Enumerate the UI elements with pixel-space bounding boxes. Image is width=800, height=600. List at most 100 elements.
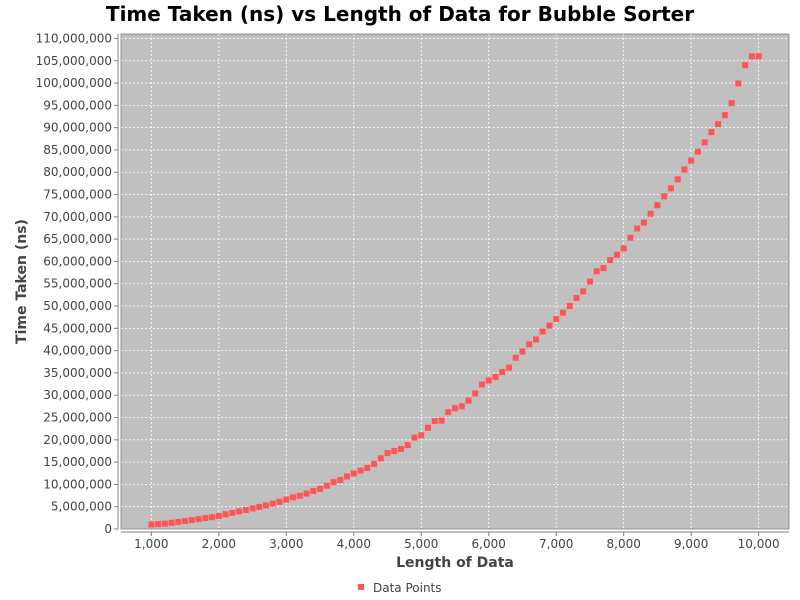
x-tick-label: 6,000	[472, 537, 506, 551]
y-tick-label: 90,000,000	[43, 121, 112, 135]
data-point	[431, 418, 438, 425]
data-point	[478, 381, 485, 388]
x-tick-label: 5,000	[404, 537, 438, 551]
data-point	[721, 112, 728, 119]
data-point	[445, 409, 452, 416]
data-point	[715, 121, 722, 128]
data-point	[411, 434, 418, 441]
axes	[114, 33, 790, 536]
data-point	[168, 519, 175, 526]
tick-labels: 1,000 2,000 3,000 4,000 5,000 6,000 7,000 8,000…	[36, 31, 780, 551]
data-point	[492, 373, 499, 380]
data-point	[182, 517, 189, 524]
data-point	[290, 494, 297, 501]
data-point	[654, 202, 661, 209]
data-point	[249, 505, 256, 512]
y-tick-label: 85,000,000	[43, 143, 112, 157]
data-point	[269, 500, 276, 507]
data-point	[580, 288, 587, 295]
data-point	[485, 377, 492, 384]
data-point	[755, 53, 762, 60]
data-point	[573, 295, 580, 301]
data-point	[215, 513, 222, 520]
x-axis-title: Length of Data	[396, 555, 514, 571]
y-tick-label: 35,000,000	[43, 366, 112, 380]
data-point	[330, 479, 337, 486]
y-tick-label: 80,000,000	[43, 165, 112, 179]
data-point	[688, 157, 695, 164]
data-point	[472, 390, 479, 397]
y-tick-label: 20,000,000	[43, 433, 112, 447]
y-axis-title: Time Taken (ns)	[14, 219, 30, 344]
data-point	[559, 309, 566, 316]
y-tick-label: 55,000,000	[43, 277, 112, 291]
data-point	[458, 403, 465, 410]
y-tick-label: 75,000,000	[43, 188, 112, 202]
data-point	[384, 450, 391, 457]
data-point	[357, 467, 364, 474]
data-point	[546, 322, 553, 329]
data-point	[452, 405, 458, 412]
data-point	[195, 516, 202, 523]
data-point	[209, 514, 216, 521]
data-point	[519, 348, 526, 355]
data-point	[499, 369, 506, 376]
data-point	[391, 447, 398, 454]
data-point	[742, 62, 749, 69]
data-point	[377, 455, 384, 462]
data-point	[438, 417, 445, 424]
y-tick-label: 105,000,000	[36, 54, 112, 68]
data-point	[694, 148, 701, 155]
y-tick-label: 45,000,000	[43, 321, 112, 335]
data-point	[202, 515, 209, 522]
data-point	[222, 511, 229, 518]
data-point	[296, 492, 303, 499]
data-point	[681, 166, 688, 173]
data-point	[175, 518, 182, 525]
data-point	[512, 354, 519, 361]
data-point	[505, 364, 512, 371]
chart-title: Time Taken (ns) vs Length of Data for Bu…	[105, 2, 695, 26]
data-point	[350, 470, 357, 477]
data-point	[425, 424, 432, 431]
data-point	[256, 503, 263, 510]
data-point	[303, 490, 310, 497]
y-tick-label: 5,000,000	[51, 500, 112, 514]
data-point	[344, 473, 351, 480]
y-tick-label: 0	[104, 522, 112, 536]
data-point	[748, 53, 755, 60]
y-tick-label: 60,000,000	[43, 254, 112, 268]
data-point	[404, 442, 411, 449]
data-point	[620, 245, 627, 252]
data-point	[317, 485, 324, 492]
data-point	[532, 336, 539, 343]
data-point	[323, 482, 330, 489]
data-point	[613, 251, 620, 258]
y-tick-label: 30,000,000	[43, 388, 112, 402]
plot-border	[120, 33, 790, 530]
x-tick-label: 8,000	[607, 537, 641, 551]
x-tick-label: 10,000	[738, 537, 780, 551]
data-point	[398, 445, 405, 452]
y-tick-label: 10,000,000	[43, 477, 112, 491]
data-points	[148, 53, 762, 528]
data-point	[701, 139, 708, 146]
legend-swatch	[358, 584, 364, 590]
data-point	[735, 80, 742, 87]
data-point	[148, 521, 155, 528]
data-point	[242, 507, 249, 514]
x-tick-label: 9,000	[674, 537, 708, 551]
x-tick-label: 3,000	[269, 537, 303, 551]
data-point	[155, 521, 162, 528]
data-point	[708, 129, 715, 136]
data-point	[593, 268, 600, 275]
data-point	[337, 476, 344, 483]
y-tick-label: 110,000,000	[36, 31, 112, 45]
plot-area	[121, 34, 789, 529]
y-tick-label: 25,000,000	[43, 411, 112, 425]
legend-label: Data Points	[373, 581, 442, 595]
data-point	[526, 341, 533, 348]
data-point	[600, 265, 607, 272]
data-point	[539, 328, 546, 335]
